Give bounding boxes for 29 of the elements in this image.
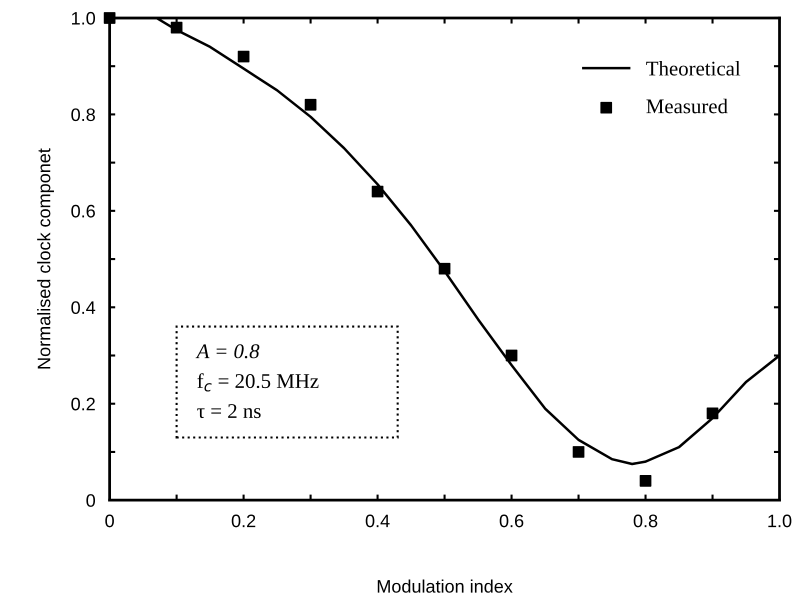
point: [304, 98, 316, 111]
y-tick-label: 0: [86, 494, 96, 507]
point: [372, 186, 384, 198]
annotation: τ = 2 ns: [197, 404, 261, 418]
x-tick-label: 0.2: [232, 514, 256, 528]
y-tick-label: 0.8: [71, 108, 95, 122]
legend-label: Theoretical: [646, 60, 740, 76]
y-tick-label: 0.4: [71, 301, 96, 314]
annotation: A = 0.8: [196, 344, 260, 358]
point: [706, 408, 718, 420]
y-tick-label: 1.0: [72, 12, 96, 25]
x-tick-label: 0.8: [634, 514, 658, 528]
point: [238, 50, 250, 62]
point: [572, 446, 584, 458]
x-tick-label: 1.0: [768, 514, 792, 528]
point: [170, 22, 182, 34]
point: [640, 475, 652, 487]
y-tick-label: 0.2: [71, 398, 95, 410]
x-tick-label: 0.4: [366, 514, 390, 528]
annotation: f$_{c}$ = 20.5 MHz: [197, 373, 318, 392]
x-tick-label: 0.6: [500, 514, 524, 528]
y-tick-label: 0.6: [71, 204, 95, 218]
y-axis-title: Normalised clock componet: [37, 148, 54, 368]
x-axis-title: Modulation index: [378, 579, 513, 593]
point: [506, 350, 518, 362]
x-tick-label: 0: [105, 514, 114, 528]
point: [438, 262, 450, 275]
point: [104, 12, 116, 24]
legend-label: Measured: [646, 98, 728, 114]
